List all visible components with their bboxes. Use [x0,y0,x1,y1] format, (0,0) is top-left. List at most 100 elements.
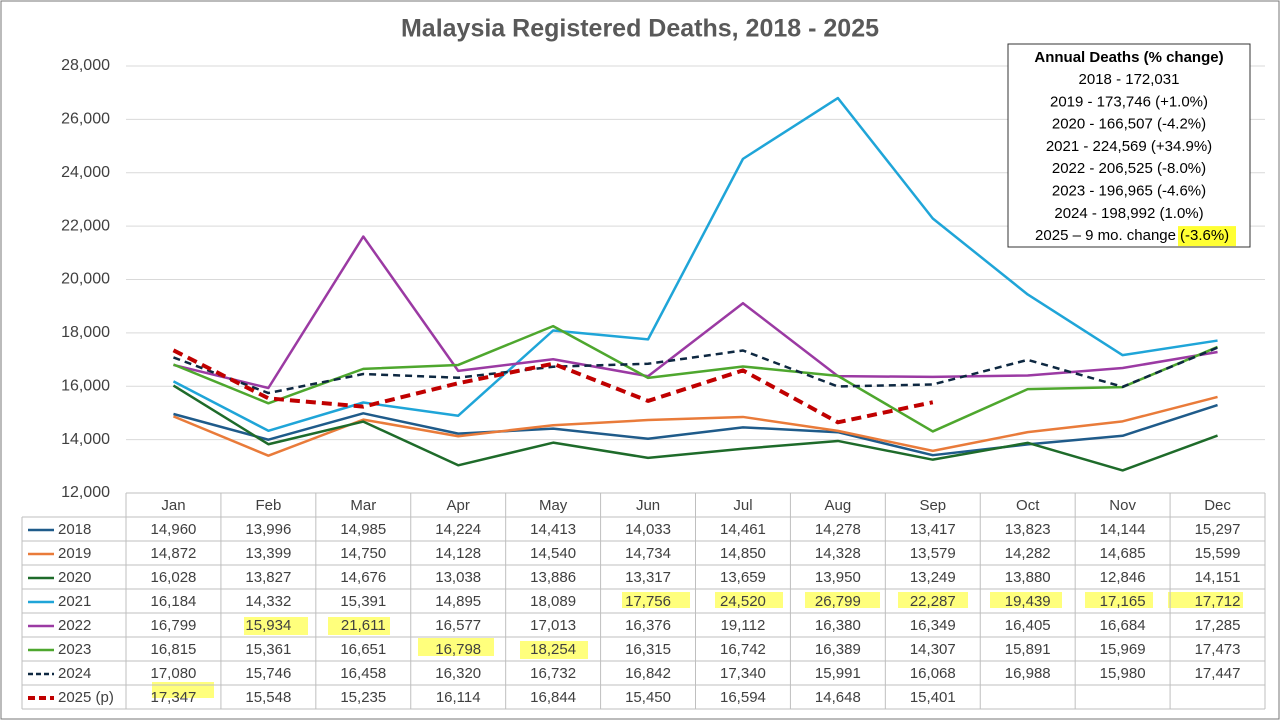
table-value: 13,996 [245,521,291,538]
x-tick-label: Jan [161,497,185,514]
table-value: 14,872 [151,545,197,562]
table-value: 17,712 [1195,593,1241,610]
annotation-box [1007,43,1251,248]
table-value: 16,405 [1005,617,1051,634]
table-value: 17,165 [1100,593,1146,610]
highlight [1085,592,1153,608]
table-value: 14,033 [625,521,671,538]
table-value: 16,349 [910,617,956,634]
table-value: 16,988 [1005,665,1051,682]
table-value: 19,112 [721,617,766,634]
highlight [244,617,308,635]
table-value: 14,895 [435,593,481,610]
table-value: 15,297 [1195,521,1241,538]
table-value: 14,960 [151,521,197,538]
table-value: 13,399 [245,545,291,562]
y-tick-label: 12,000 [61,484,110,501]
legend-label: 2022 [58,617,91,634]
table-value: 13,827 [245,569,291,586]
y-tick-label: 24,000 [61,164,110,181]
chart-title: Malaysia Registered Deaths, 2018 - 2025 [401,15,879,43]
table-value: 13,317 [625,569,671,586]
table-value: 15,746 [245,665,291,682]
y-tick-label: 16,000 [61,377,110,394]
table-value: 14,282 [1005,545,1051,562]
table-value: 16,651 [340,641,386,658]
annotation-line: 2022 - 206,525 (-8.0%) [1052,160,1206,177]
table-value: 13,038 [435,569,481,586]
table-value: 18,089 [530,593,576,610]
table-value: 15,361 [245,641,291,658]
table-value: 13,249 [910,569,956,586]
x-tick-label: May [539,497,568,514]
table-value: 14,224 [435,521,481,538]
table-value: 17,347 [151,689,197,706]
table-value: 14,144 [1100,521,1146,538]
table-value: 18,254 [530,641,576,658]
y-tick-label: 20,000 [61,271,110,288]
series-line [172,324,1219,433]
x-tick-label: Jun [636,497,660,514]
table-value: 17,013 [530,617,576,634]
table-value: 14,985 [340,521,386,538]
table-value: 17,080 [151,665,197,682]
table-value: 15,548 [245,689,291,706]
y-tick-label: 18,000 [61,324,110,341]
table-value: 19,439 [1005,593,1051,610]
highlight [152,682,214,698]
table-value: 14,307 [910,641,956,658]
highlight [805,592,880,608]
table-value: 14,332 [245,593,291,610]
table-value: 14,685 [1100,545,1146,562]
legend-label: 2021 [58,593,91,610]
series-line [173,346,1219,395]
legend-label: 2025 (p) [58,689,114,706]
table-value: 16,380 [815,617,861,634]
table-value: 17,756 [625,593,671,610]
series-line [173,235,1218,390]
table-value: 13,659 [720,569,766,586]
table-value: 15,599 [1195,545,1241,562]
x-tick-label: Sep [919,497,946,514]
annotation-highlight: (-3.6%) [1180,227,1229,244]
legend-label: 2023 [58,641,91,658]
x-tick-label: Apr [447,497,470,514]
table-value: 13,880 [1005,569,1051,586]
x-tick-label: Nov [1109,497,1136,514]
table-value: 14,734 [625,545,671,562]
table-value: 16,732 [530,665,576,682]
table-value: 13,823 [1005,521,1051,538]
table-value: 16,742 [720,641,766,658]
table-value: 16,376 [625,617,671,634]
table-value: 15,391 [340,593,386,610]
table-value: 15,401 [910,689,956,706]
highlight [520,641,588,659]
table-value: 14,540 [530,545,576,562]
table-value: 21,611 [341,617,386,634]
table-value: 13,579 [910,545,956,562]
table-value: 16,844 [530,689,576,706]
table-value: 13,417 [910,521,956,538]
table-value: 16,315 [625,641,671,658]
legend-label: 2019 [58,545,91,562]
highlight [418,638,494,656]
table-value: 15,980 [1100,665,1146,682]
highlight [715,592,783,608]
table-value: 16,594 [720,689,766,706]
x-tick-label: Dec [1204,497,1231,514]
table-value: 12,846 [1100,569,1146,586]
table-value: 16,684 [1100,617,1146,634]
legend-label: 2020 [58,569,91,586]
table-value: 14,750 [340,545,386,562]
y-tick-label: 28,000 [61,57,110,74]
table-value: 14,128 [435,545,481,562]
table-value: 16,068 [910,665,956,682]
table-value: 15,450 [625,689,671,706]
table-value: 24,520 [720,593,766,610]
table-value: 16,458 [340,665,386,682]
table-value: 16,577 [435,617,481,634]
y-tick-label: 14,000 [61,431,110,448]
y-tick-label: 26,000 [61,111,110,128]
series-line [173,403,1218,457]
